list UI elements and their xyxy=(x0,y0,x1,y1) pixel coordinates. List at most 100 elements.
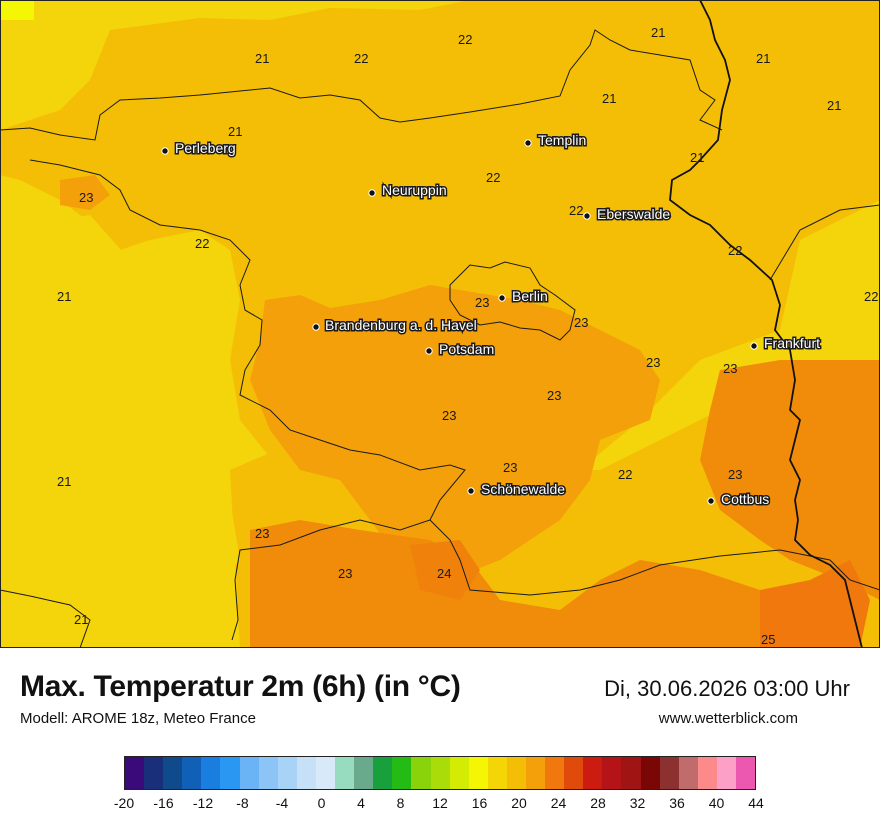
legend-tick-label: -4 xyxy=(275,795,289,811)
temp-label: 21 xyxy=(690,150,704,165)
city-dot xyxy=(425,347,433,355)
temp-label: 21 xyxy=(651,25,665,40)
temp-area-21-west xyxy=(0,215,240,648)
temp-label: 23 xyxy=(475,295,489,310)
legend-tick-label: -16 xyxy=(153,795,174,811)
city-dot xyxy=(750,342,758,350)
temp-label: 21 xyxy=(827,98,841,113)
temp-label: 23 xyxy=(255,526,269,541)
city-label-templin[interactable]: Templin xyxy=(537,131,588,150)
temp-area-24-south xyxy=(410,540,480,600)
temp-label: 21 xyxy=(602,91,616,106)
temp-label: 21 xyxy=(228,124,242,139)
legend-tick-label: 16 xyxy=(471,795,488,811)
city-label-eberswalde[interactable]: Eberswalde xyxy=(596,205,672,224)
city-dot xyxy=(498,294,506,302)
temp-area-23-southwest xyxy=(250,520,860,648)
temp-label: 23 xyxy=(723,361,737,376)
legend-swatch xyxy=(354,757,374,789)
city-dot xyxy=(312,323,320,331)
city-label-frankfurt[interactable]: Frankfurt xyxy=(763,334,822,353)
city-markers: Perleberg Templin Neuruppin Eberswalde B… xyxy=(161,131,822,509)
temp-area-25-southeast xyxy=(760,560,870,648)
legend-swatch xyxy=(564,757,584,789)
state-borders xyxy=(0,29,880,648)
temp-area-23-northwest xyxy=(60,175,110,210)
city-label-cottbus[interactable]: Cottbus xyxy=(720,490,771,509)
legend-swatch xyxy=(373,757,393,789)
legend-swatch xyxy=(716,757,736,789)
legend-swatch xyxy=(411,757,431,789)
temp-label: 21 xyxy=(74,612,88,627)
temp-label: 21 xyxy=(57,289,71,304)
legend-swatch xyxy=(659,757,679,789)
city-label-brandenburg[interactable]: Brandenburg a. d. Havel xyxy=(324,316,479,335)
temperature-labels: 22 21 21 21 22 21 21 21 22 21 23 22 22 2… xyxy=(57,25,878,647)
legend-swatch xyxy=(315,757,336,789)
city-dot xyxy=(161,147,169,155)
legend-tick-label: 24 xyxy=(550,795,567,811)
legend-swatch xyxy=(430,757,450,789)
temp-label: 22 xyxy=(618,467,632,482)
city-label-perleberg[interactable]: Perleberg xyxy=(174,139,238,158)
legend-swatch xyxy=(449,757,469,789)
temp-area-20-corner xyxy=(0,0,34,20)
legend-tick-label: -8 xyxy=(236,795,249,811)
temp-label: 23 xyxy=(338,566,352,581)
legend-swatch xyxy=(182,757,202,789)
city-label-neuruppin[interactable]: Neuruppin xyxy=(381,181,449,200)
temp-label: 21 xyxy=(255,51,269,66)
temp-label: 24 xyxy=(437,566,451,581)
national-border xyxy=(669,0,863,648)
legend-tick-label: 32 xyxy=(629,795,646,811)
legend-swatch xyxy=(621,757,641,789)
legend-swatch xyxy=(239,757,259,789)
legend-tick-labels: -20 -16 -12 -8 -4 0 4 8 12 16 20 24 28 32 36 40 44 xyxy=(114,795,764,815)
website-link[interactable]: www.wetterblick.com xyxy=(658,710,798,727)
temp-label: 23 xyxy=(574,315,588,330)
temp-label: 23 xyxy=(79,190,93,205)
legend-swatch xyxy=(335,757,355,789)
temp-area-23-east xyxy=(700,360,880,600)
legend-swatch xyxy=(487,757,507,789)
temp-area-22-north xyxy=(0,0,880,480)
legend-tick-label: 4 xyxy=(357,795,365,811)
temp-label: 22 xyxy=(569,203,583,218)
temp-label: 22 xyxy=(486,170,500,185)
legend-swatch xyxy=(583,757,603,789)
temp-label: 23 xyxy=(646,355,660,370)
temp-label: 22 xyxy=(458,32,472,47)
legend-tick-label: 12 xyxy=(432,795,448,811)
legend-swatch xyxy=(392,757,412,789)
legend-tick-label: 44 xyxy=(748,795,764,811)
temp-label: 25 xyxy=(761,632,775,647)
legend-swatch xyxy=(296,757,316,789)
legend-swatch xyxy=(602,757,622,789)
temp-label: 23 xyxy=(547,388,561,403)
city-label-potsdam[interactable]: Potsdam xyxy=(438,340,496,359)
city-label-schoenewalde[interactable]: Schönewalde xyxy=(480,480,567,499)
temp-label: 22 xyxy=(195,236,209,251)
temp-area-23-central xyxy=(250,285,660,580)
legend-swatch xyxy=(640,757,660,789)
legend-swatch xyxy=(201,757,221,789)
city-label-berlin[interactable]: Berlin xyxy=(511,287,550,306)
temperature-map[interactable]: 22 21 21 21 22 21 21 21 22 21 23 22 22 2… xyxy=(0,0,880,648)
legend-swatch xyxy=(258,757,278,789)
legend-tick-label: -12 xyxy=(192,795,214,811)
city-dot xyxy=(368,189,376,197)
city-dot xyxy=(583,212,591,220)
legend-tick-label: 36 xyxy=(669,795,685,811)
legend-swatch xyxy=(697,757,717,789)
legend-swatch xyxy=(736,757,756,789)
legend-swatch xyxy=(163,757,183,789)
legend-tick-label: 28 xyxy=(590,795,606,811)
color-legend xyxy=(124,756,756,790)
city-dot xyxy=(524,139,532,147)
legend-swatch xyxy=(220,757,240,789)
temp-label: 22 xyxy=(864,289,878,304)
legend-swatch xyxy=(468,757,488,789)
legend-swatch xyxy=(506,757,526,789)
legend-tick-label: -20 xyxy=(113,795,135,811)
forecast-datetime: Di, 30.06.2026 03:00 Uhr xyxy=(604,676,850,701)
